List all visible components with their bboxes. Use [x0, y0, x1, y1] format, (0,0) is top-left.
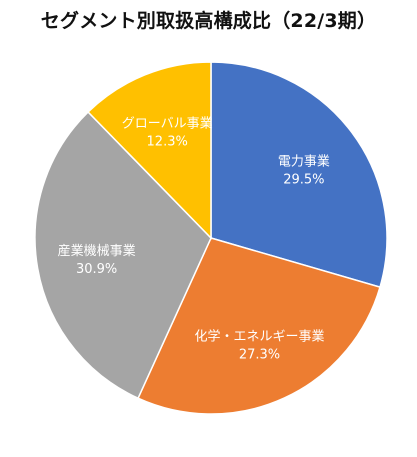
pie-slice	[137, 237, 381, 415]
slice-value-label: 29.5%	[283, 172, 324, 187]
pie-slice	[210, 61, 388, 289]
slice-value-label: 12.3%	[147, 134, 188, 149]
pie-slice	[87, 61, 212, 240]
slice-category-label: 電力事業	[278, 153, 330, 169]
slice-value-label: 30.9%	[76, 262, 117, 277]
chart-title: セグメント別取扱高構成比（22/3期）	[40, 10, 377, 32]
pie-labels: 電力事業 29.5% 化学・エネルギー事業 27.3% 産業機械事業 30.9% グローバル…	[58, 115, 330, 362]
slice-category-label: グローバル事業	[122, 115, 213, 131]
pie-slice	[34, 110, 212, 400]
slice-value-label: 27.3%	[239, 348, 280, 363]
slice-category-label: 化学・エネルギー事業	[194, 329, 324, 345]
slice-category-label: 産業機械事業	[58, 243, 136, 259]
pie-slices	[34, 61, 388, 415]
